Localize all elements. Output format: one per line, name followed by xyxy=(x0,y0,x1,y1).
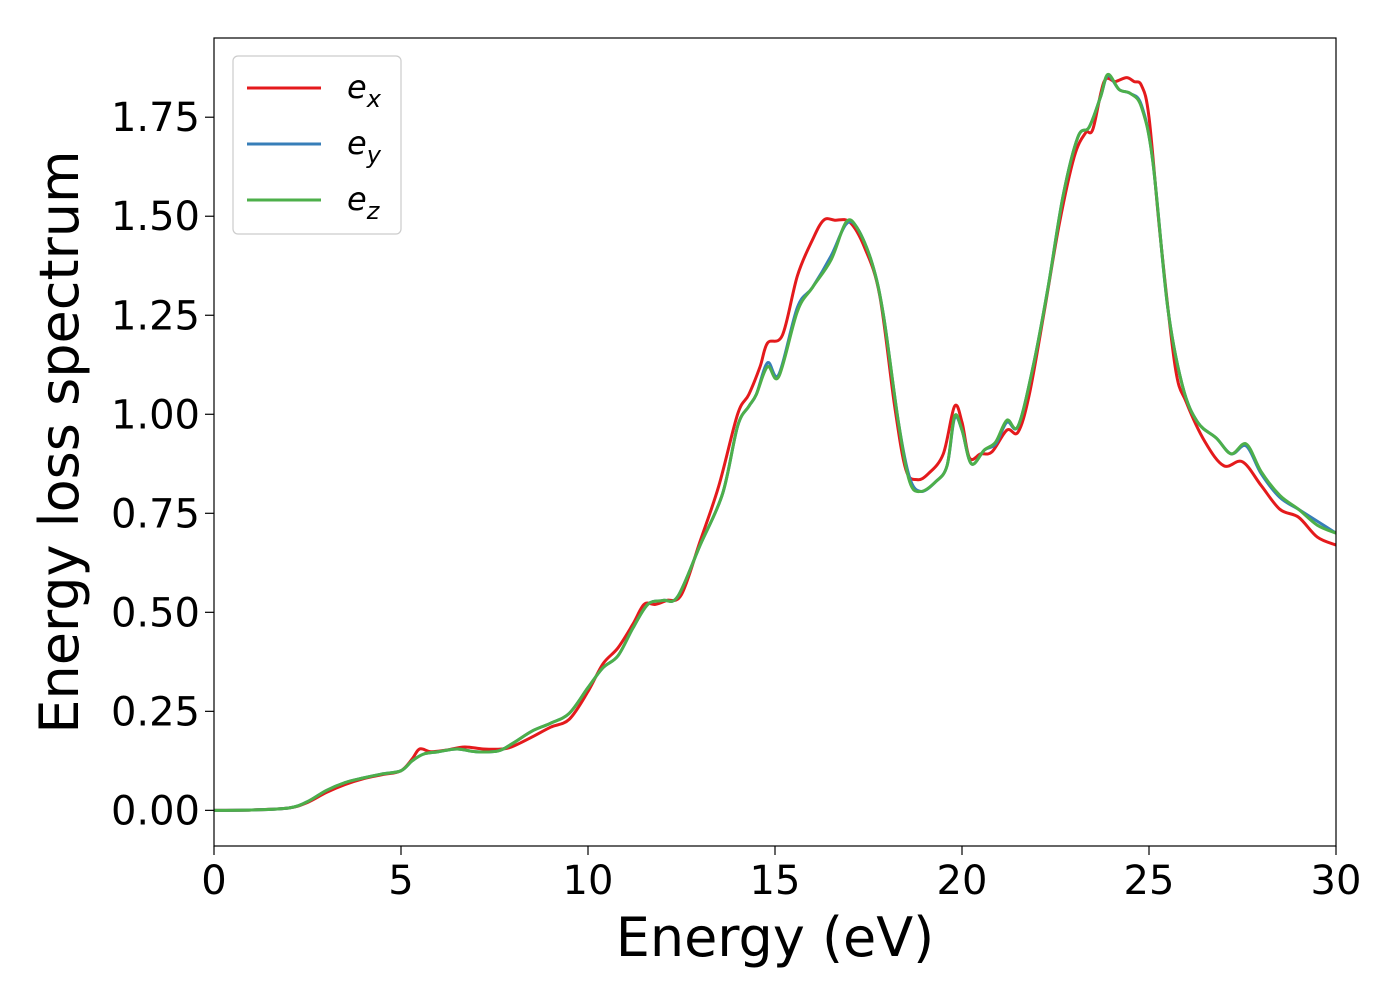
series-layer xyxy=(214,72,1336,812)
x-tick-label: 15 xyxy=(750,858,801,904)
x-tick-label: 20 xyxy=(937,858,988,904)
x-tick-label: 0 xyxy=(201,858,226,904)
x-tick-label: 10 xyxy=(563,858,614,904)
legend-item-e-z: ez xyxy=(247,180,381,225)
legend-item-e-x: ex xyxy=(247,68,382,113)
x-axis: 0 5 10 15 20 25 30 xyxy=(201,846,1361,904)
y-axis-title: Energy loss spectrum xyxy=(28,150,91,733)
y-tick-label: 1.50 xyxy=(111,194,200,240)
x-tick-label: 5 xyxy=(388,858,413,904)
y-tick-label: 1.75 xyxy=(111,95,200,141)
legend-label: ey xyxy=(347,124,382,169)
x-axis-title: Energy (eV) xyxy=(616,906,935,969)
legend: ex ey ez xyxy=(232,55,402,235)
y-tick-label: 1.00 xyxy=(111,392,200,438)
legend-label: ex xyxy=(347,68,382,113)
y-tick-label: 0.75 xyxy=(111,491,200,537)
y-tick-label: 0.50 xyxy=(111,590,200,636)
series-line-e-z xyxy=(214,72,1336,812)
y-tick-label: 0.00 xyxy=(111,788,200,834)
x-tick-label: 30 xyxy=(1311,858,1362,904)
x-tick-label: 25 xyxy=(1124,858,1175,904)
legend-item-e-y: ey xyxy=(247,124,382,169)
y-tick-label: 1.25 xyxy=(111,293,200,339)
y-tick-label: 0.25 xyxy=(111,689,200,735)
y-axis: 0.00 0.25 0.50 0.75 1.00 1.25 1.50 1.75 xyxy=(111,95,214,834)
legend-label: ez xyxy=(347,180,381,225)
